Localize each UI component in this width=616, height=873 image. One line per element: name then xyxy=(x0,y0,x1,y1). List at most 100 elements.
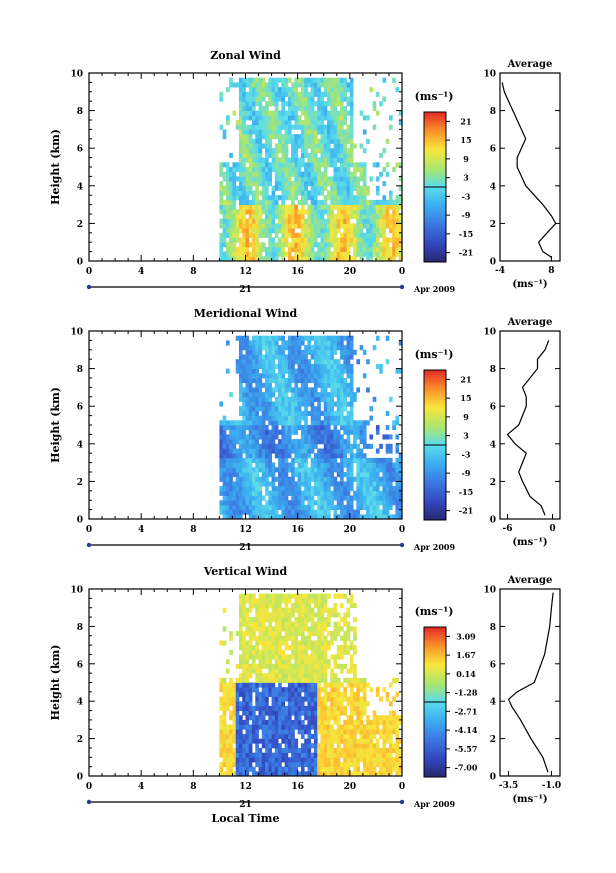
heatmap-cell xyxy=(349,349,354,355)
heatmap-cell xyxy=(274,143,279,149)
heatmap-cell xyxy=(330,110,334,116)
heatmap-cell xyxy=(287,354,292,360)
heatmap-cell xyxy=(333,612,338,618)
heatmap-cell xyxy=(382,467,387,473)
heatmap-cell xyxy=(232,420,237,426)
heatmap-cell xyxy=(261,603,266,609)
heatmap-cell xyxy=(242,766,246,772)
heatmap-cell xyxy=(310,448,315,454)
heatmap-cell xyxy=(261,204,266,210)
heatmap-cell xyxy=(317,509,321,515)
heatmap-cell xyxy=(294,738,299,744)
heatmap-cell xyxy=(300,392,305,398)
heatmap-cell xyxy=(271,724,276,730)
heatmap-cell xyxy=(248,724,253,730)
heatmap-cell xyxy=(235,705,240,711)
heatmap-cell xyxy=(349,176,354,182)
heatmap-cell xyxy=(255,733,259,739)
heatmap-cell xyxy=(287,696,292,702)
heatmap-cell xyxy=(340,152,344,158)
heatmap-cell xyxy=(310,157,315,163)
heatmap-cell xyxy=(369,218,374,224)
heatmap-cell xyxy=(281,148,286,154)
y-tick-label: 6 xyxy=(77,145,83,155)
heatmap-cell xyxy=(258,420,263,426)
heatmap-cell xyxy=(242,677,246,683)
heatmap-cell xyxy=(313,752,318,758)
heatmap-cell xyxy=(313,204,318,210)
heatmap-cell xyxy=(297,335,302,341)
heatmap-cell xyxy=(398,214,402,220)
heatmap-cell xyxy=(317,663,321,669)
colorbar-segment xyxy=(424,372,446,376)
heatmap-cell xyxy=(327,747,331,754)
heatmap-cell xyxy=(229,439,233,445)
x-tick-label: 12 xyxy=(239,525,252,535)
heatmap-cell xyxy=(340,209,344,215)
heatmap-cell xyxy=(356,486,361,492)
heatmap-cell xyxy=(225,232,230,238)
heatmap-cell xyxy=(229,724,233,730)
heatmap-cell xyxy=(388,486,393,492)
heatmap-cell xyxy=(294,368,299,374)
heatmap-cell xyxy=(265,171,269,177)
heatmap-cell xyxy=(245,457,250,463)
heatmap-cell xyxy=(229,429,233,435)
heatmap-cell xyxy=(323,406,328,412)
heatmap-cell xyxy=(323,696,328,702)
heatmap-cell xyxy=(388,434,393,440)
heatmap-cell xyxy=(261,105,266,111)
heatmap-cell xyxy=(307,598,312,604)
heatmap-cell xyxy=(284,396,289,402)
heatmap-cell xyxy=(310,401,315,407)
heatmap-cell xyxy=(343,335,347,341)
heatmap-cell xyxy=(349,209,354,215)
colorbar-tick-label: 3 xyxy=(463,173,469,183)
heatmap-cell xyxy=(304,134,308,140)
heatmap-cell xyxy=(294,359,299,365)
heatmap-cell xyxy=(382,96,387,102)
heatmap-cell xyxy=(320,476,325,482)
heatmap-cell xyxy=(248,715,253,721)
heatmap-cell xyxy=(287,204,292,210)
heatmap-cell xyxy=(313,687,318,693)
heatmap-cell xyxy=(281,349,286,355)
heatmap-cell xyxy=(284,387,289,393)
heatmap-cell xyxy=(268,382,272,388)
heatmap-cell xyxy=(242,486,246,492)
heatmap-cell xyxy=(242,105,246,111)
heatmap-cell xyxy=(346,598,351,604)
heatmap-cell xyxy=(238,176,243,182)
heatmap-cell xyxy=(346,743,351,749)
heatmap-cell xyxy=(294,677,299,683)
heatmap-cell xyxy=(307,368,312,374)
heatmap-cell xyxy=(336,228,341,234)
heatmap-cell xyxy=(229,242,233,248)
heatmap-cell xyxy=(235,747,240,754)
heatmap-cell xyxy=(265,701,269,707)
heatmap-cell xyxy=(327,645,331,651)
heatmap-cell xyxy=(356,509,361,515)
heatmap-cell xyxy=(369,228,374,234)
heatmap-cell xyxy=(375,448,380,454)
heatmap-cell xyxy=(242,340,246,346)
heatmap-cell xyxy=(340,626,344,632)
heatmap-cell xyxy=(278,401,282,407)
heatmap-cell xyxy=(258,448,263,454)
colorbar-segment xyxy=(424,187,446,190)
heatmap-cell xyxy=(340,105,344,111)
heatmap-cell xyxy=(317,199,321,205)
heatmap-cell xyxy=(388,495,393,501)
heatmap-cell xyxy=(252,429,256,435)
heatmap-cell xyxy=(307,429,312,435)
heatmap-cell xyxy=(274,645,279,651)
heatmap-cell xyxy=(356,467,361,473)
heatmap-cell xyxy=(229,500,233,506)
heatmap-cell xyxy=(287,514,292,519)
heatmap-cell xyxy=(340,481,344,487)
heatmap-cell xyxy=(362,185,367,191)
heatmap-cell xyxy=(225,490,230,496)
heatmap-cell xyxy=(258,120,263,126)
y-tick-label: 6 xyxy=(77,403,83,413)
heatmap-cell xyxy=(258,176,263,182)
